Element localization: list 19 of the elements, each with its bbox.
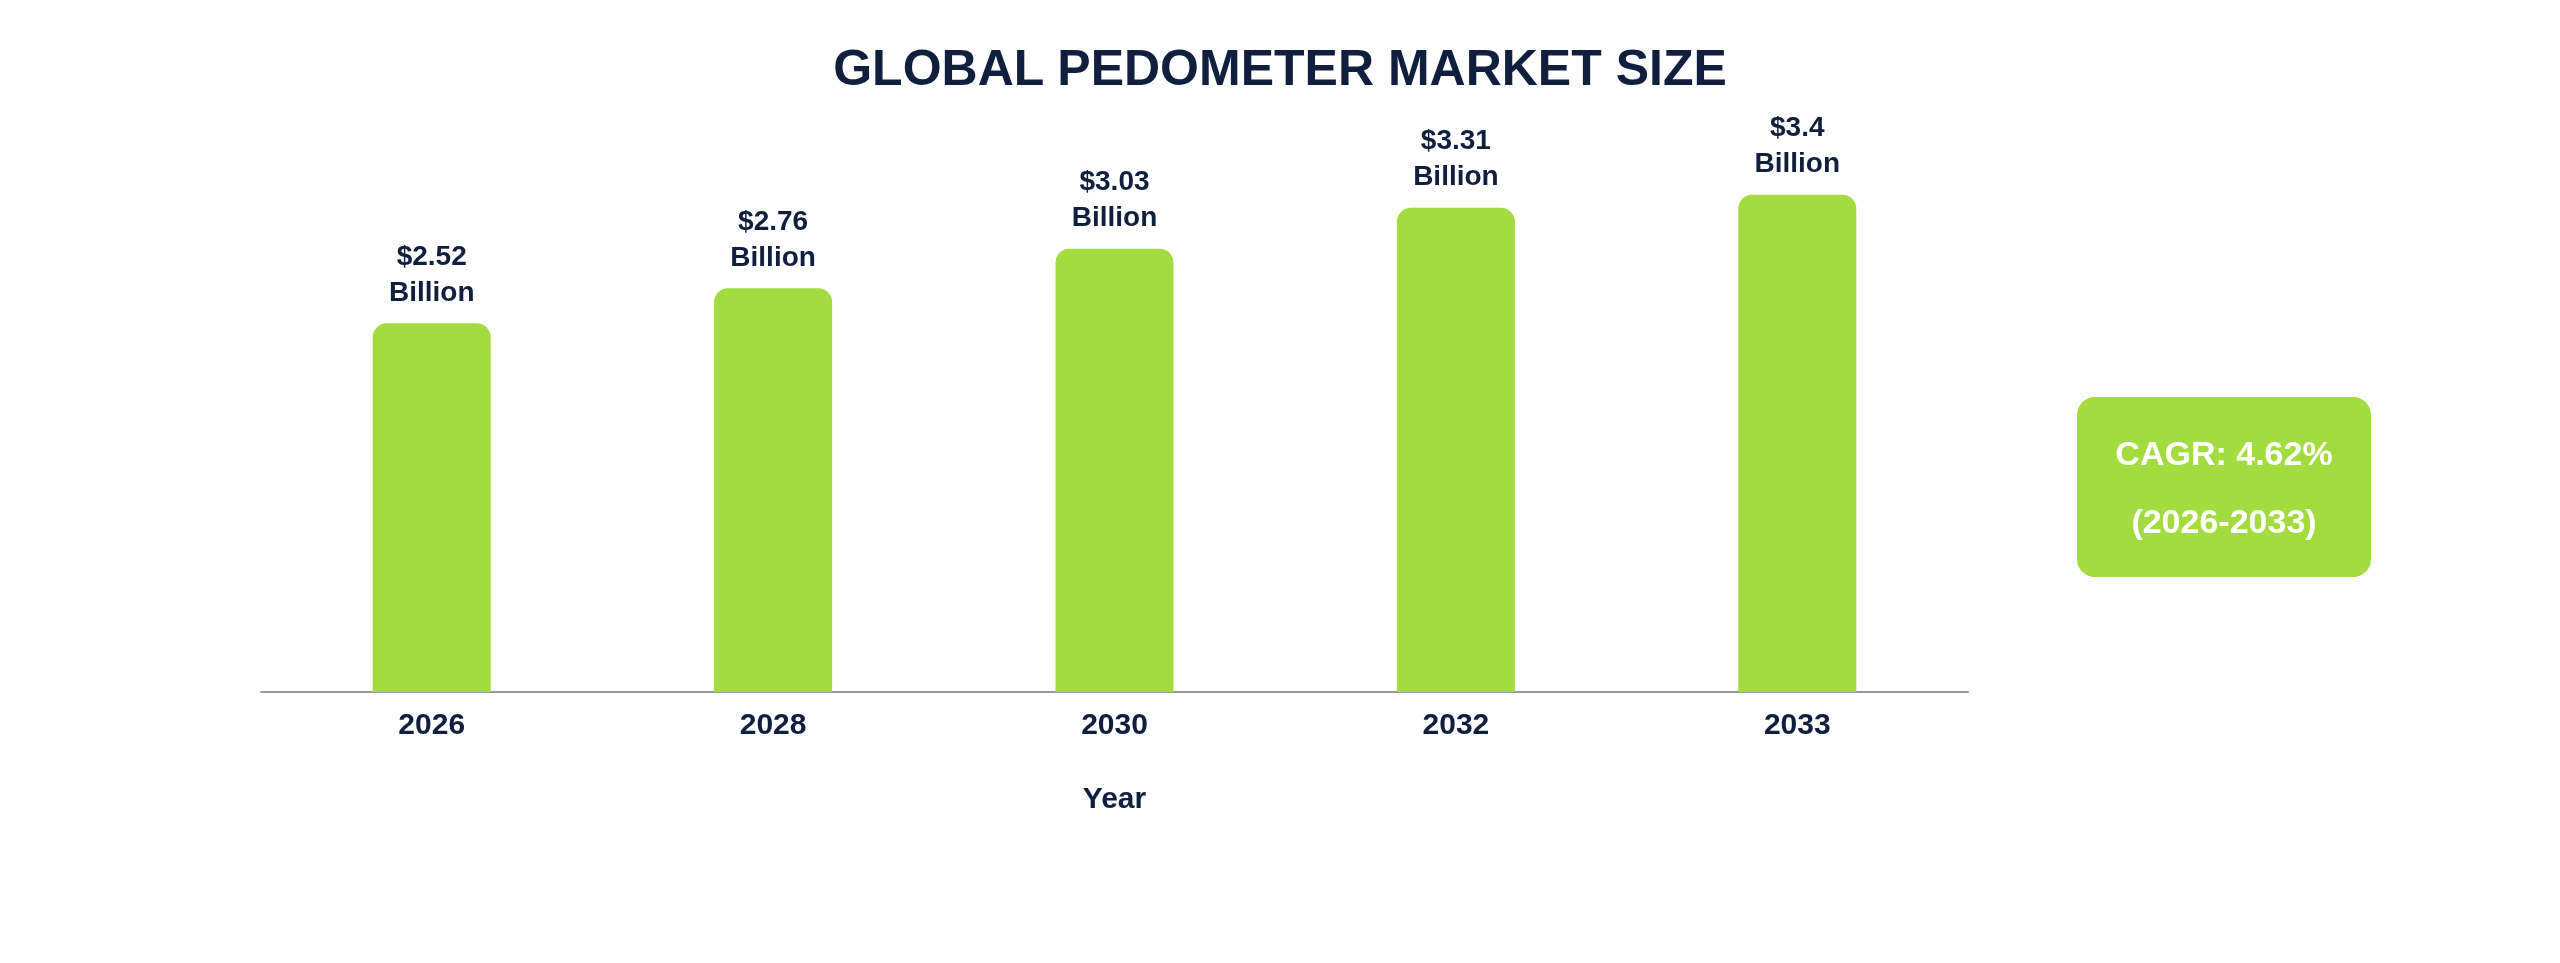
text: (2026-2033) <box>2131 502 2317 540</box>
x-axis-title: Year <box>1082 780 1147 814</box>
bar <box>1738 194 1857 692</box>
bar <box>1396 207 1515 692</box>
text: CAGR: 4.62% <box>2115 434 2333 472</box>
bar <box>1055 248 1174 692</box>
data-label: $3.03 Billion <box>1071 165 1158 233</box>
chart-title: GLOBAL PEDOMETER MARKET SIZE <box>833 40 1727 96</box>
data-label: $3.31 Billion <box>1413 124 1499 192</box>
data-label: $3.4 Billion <box>1754 111 1841 179</box>
bar <box>714 288 833 692</box>
bar <box>372 323 491 692</box>
x-tick-label: 2026 <box>398 706 466 740</box>
x-tick-label: 2028 <box>739 706 807 740</box>
x-tick-label: 2032 <box>1422 706 1490 740</box>
x-tick-label: 2030 <box>1081 706 1148 740</box>
data-label: $2.52 Billion <box>388 239 475 307</box>
x-tick-label: 2033 <box>1763 706 1831 740</box>
data-label: $2.76 Billion <box>730 204 816 272</box>
